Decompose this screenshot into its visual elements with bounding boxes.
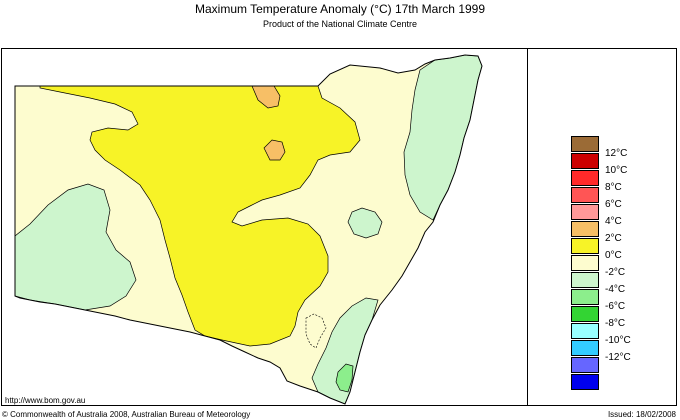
legend-swatch (571, 153, 599, 169)
legend-swatch (571, 204, 599, 220)
copyright-notice: © Commonwealth of Australia 2008, Austra… (2, 410, 251, 419)
legend-label: 10°C (605, 165, 628, 176)
light-green-zone-inland (347, 207, 383, 239)
bom-url: http://www.bom.gov.au (5, 396, 86, 405)
orange-zone-central (263, 139, 286, 161)
legend-label: -6°C (605, 301, 626, 312)
map-title: Maximum Temperature Anomaly (°C) 17th Ma… (194, 2, 486, 16)
legend-swatch (571, 238, 599, 254)
legend-label: -4°C (605, 284, 626, 295)
legend-swatch (571, 357, 599, 373)
legend-swatch (571, 136, 599, 152)
legend-swatch (571, 221, 599, 237)
legend-label: -2°C (605, 267, 626, 278)
legend-swatch (571, 340, 599, 356)
legend-swatch (571, 255, 599, 271)
legend-swatch (571, 323, 599, 339)
map-subtitle: Product of the National Climate Centre (262, 19, 418, 29)
green-zone-southeast (335, 363, 354, 393)
legend-swatch (571, 306, 599, 322)
map-frame (1, 48, 677, 406)
legend-label: -12°C (605, 352, 631, 363)
legend-swatch (571, 187, 599, 203)
legend-label: -10°C (605, 335, 631, 346)
legend-label: 8°C (605, 182, 622, 193)
legend-swatch (571, 374, 599, 390)
legend-label: -8°C (605, 318, 626, 329)
legend-divider (527, 48, 528, 406)
legend-swatch (571, 289, 599, 305)
issued-date: Issued: 18/02/2008 (607, 410, 676, 419)
legend-label: 2°C (605, 233, 622, 244)
legend-label: 0°C (605, 250, 622, 261)
legend-swatch (571, 272, 599, 288)
legend-label: 4°C (605, 216, 622, 227)
act-border (305, 313, 327, 349)
legend-swatch (571, 170, 599, 186)
legend-label: 12°C (605, 148, 628, 159)
legend-label: 6°C (605, 199, 622, 210)
